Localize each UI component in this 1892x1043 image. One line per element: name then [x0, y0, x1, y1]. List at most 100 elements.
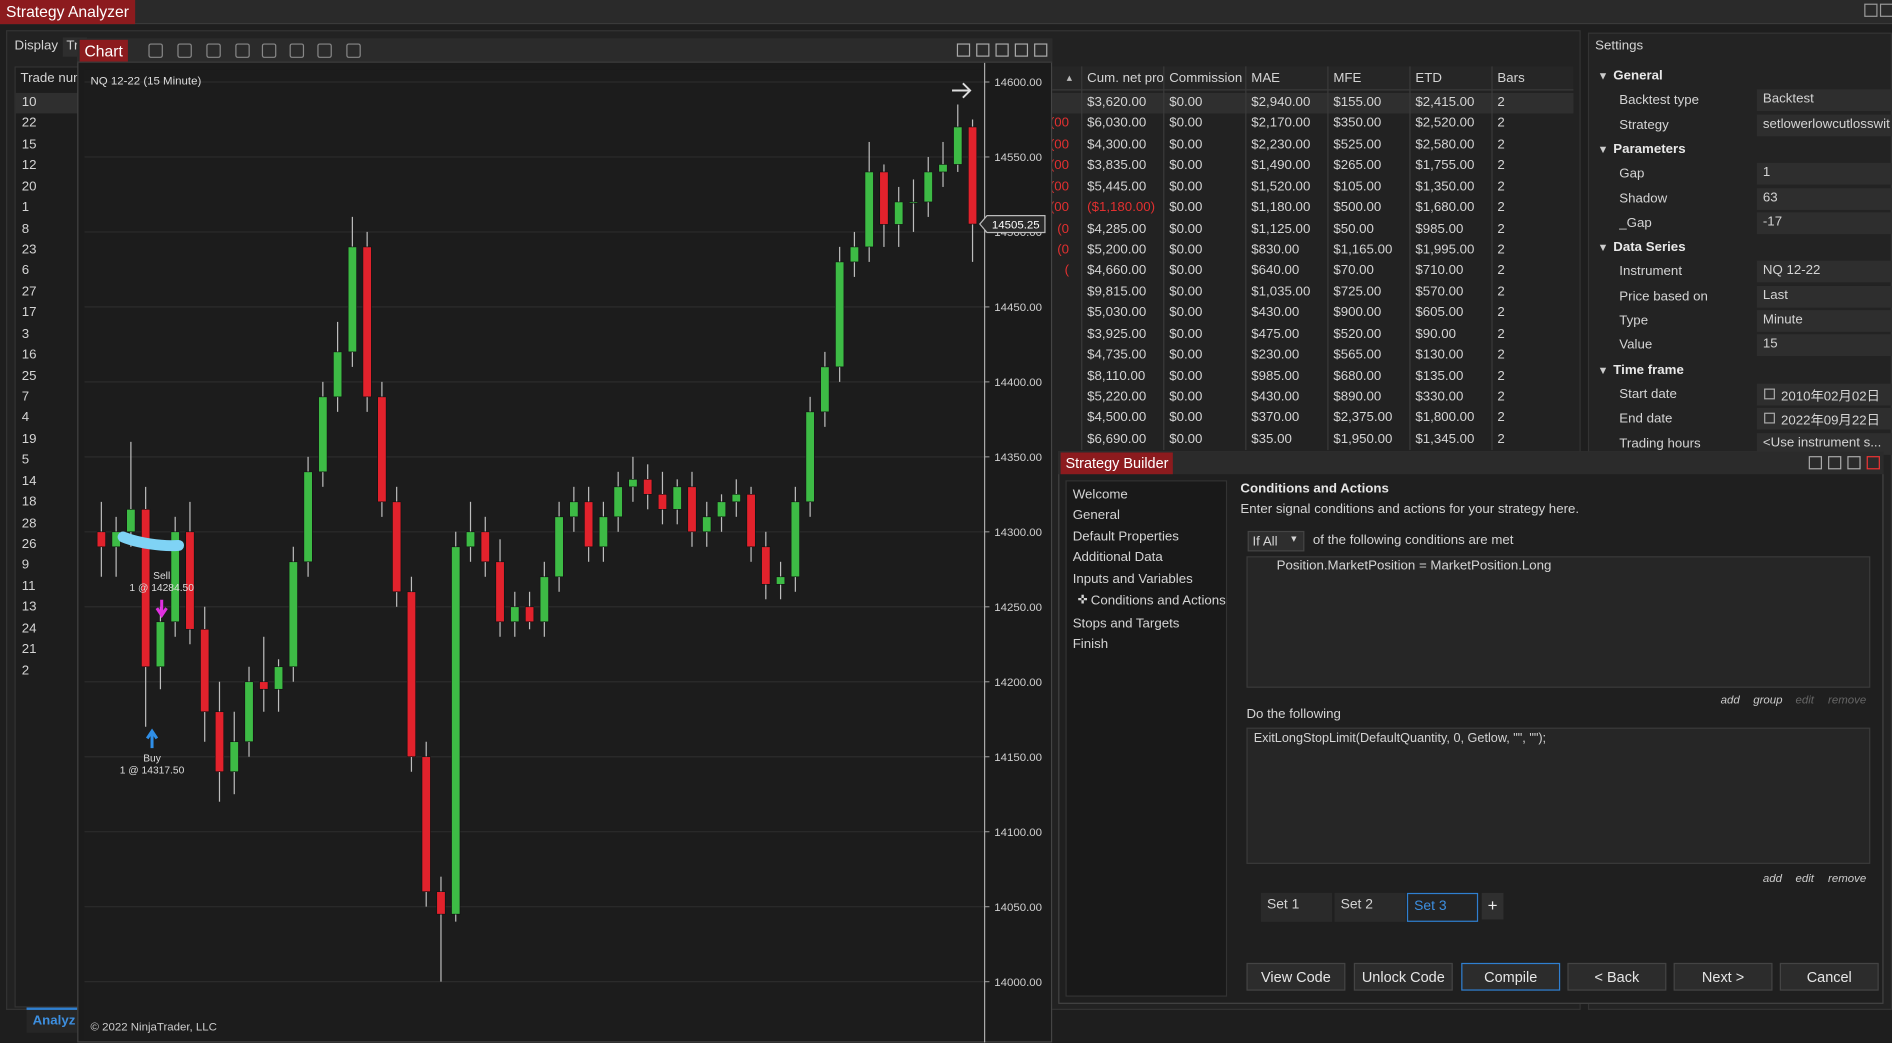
- set-tab[interactable]: Set 3: [1406, 892, 1479, 922]
- trade-number[interactable]: 23: [21, 242, 37, 258]
- window-button[interactable]: [1866, 456, 1880, 470]
- toolbar-button[interactable]: [235, 43, 250, 58]
- button[interactable]: < Back: [1567, 962, 1667, 991]
- window-button[interactable]: [1847, 456, 1861, 470]
- top-bar: [0, 0, 1892, 25]
- match-select[interactable]: If All: [1247, 530, 1305, 552]
- window-button[interactable]: [1808, 456, 1823, 470]
- trade-number[interactable]: 1: [21, 200, 30, 215]
- column-header[interactable]: Bars: [1497, 71, 1525, 86]
- setting-value[interactable]: Backtest: [1756, 89, 1892, 112]
- trade-number[interactable]: 9: [21, 558, 30, 573]
- trade-number[interactable]: 17: [21, 305, 37, 321]
- setting-value[interactable]: 15: [1756, 334, 1892, 357]
- setting-value[interactable]: 1: [1756, 163, 1892, 185]
- section-toggle[interactable]: ▼: [1597, 241, 1609, 254]
- setting-value[interactable]: 63: [1756, 187, 1892, 210]
- nav-item[interactable]: Welcome: [1072, 487, 1128, 502]
- setting-value[interactable]: NQ 12-22: [1756, 261, 1892, 283]
- bottom-tab[interactable]: Analyz: [26, 1007, 80, 1033]
- trade-number[interactable]: 19: [21, 431, 37, 447]
- toolbar-button[interactable]: [206, 43, 221, 58]
- nav-item[interactable]: Default Properties: [1072, 529, 1179, 545]
- condition-link[interactable]: add: [1720, 693, 1740, 708]
- add-set[interactable]: +: [1481, 892, 1504, 920]
- section-toggle[interactable]: ▼: [1597, 69, 1609, 83]
- button[interactable]: View Code: [1246, 962, 1346, 991]
- action-link[interactable]: add: [1762, 872, 1783, 886]
- section-toggle[interactable]: ▼: [1597, 143, 1609, 156]
- toolbar-button[interactable]: [261, 43, 277, 58]
- nav-item[interactable]: Additional Data: [1072, 550, 1163, 565]
- trade-number[interactable]: 24: [21, 621, 37, 636]
- condition[interactable]: Position.MarketPosition = MarketPosition…: [1276, 558, 1552, 574]
- setting-value[interactable]: <Use instrument s...: [1756, 432, 1892, 455]
- condition-link[interactable]: group: [1753, 693, 1783, 708]
- window-button[interactable]: [1034, 43, 1048, 57]
- trade-number[interactable]: 10: [21, 95, 37, 110]
- trade-number[interactable]: 20: [21, 179, 37, 194]
- action[interactable]: ExitLongStopLimit(DefaultQuantity, 0, Ge…: [1253, 731, 1547, 746]
- trade-number[interactable]: 22: [21, 116, 37, 131]
- column-header[interactable]: MFE: [1333, 71, 1362, 86]
- set-tab[interactable]: Set 1: [1260, 892, 1333, 922]
- trade-number[interactable]: 13: [21, 600, 37, 615]
- button[interactable]: Next >: [1673, 962, 1773, 991]
- trade-number[interactable]: 11: [21, 579, 36, 594]
- trade-number[interactable]: 21: [21, 642, 37, 657]
- trade-number[interactable]: 18: [21, 494, 37, 510]
- setting-value[interactable]: -17: [1756, 212, 1892, 234]
- setting-value[interactable]: 2022年09月22日: [1756, 408, 1892, 430]
- trade-number[interactable]: 27: [21, 284, 37, 300]
- toolbar-button[interactable]: [346, 43, 361, 58]
- trade-number[interactable]: 8: [21, 221, 30, 236]
- column-header[interactable]: Cum. net pro: [1087, 71, 1164, 86]
- nav-item[interactable]: Inputs and Variables: [1072, 571, 1193, 587]
- toolbar-button[interactable]: [289, 43, 305, 58]
- toolbar-button[interactable]: [317, 43, 332, 58]
- trade-number[interactable]: 6: [21, 263, 30, 279]
- nav-item[interactable]: Finish: [1072, 637, 1109, 652]
- section-toggle[interactable]: ▼: [1597, 363, 1609, 376]
- setting-value[interactable]: Last: [1756, 285, 1892, 308]
- setting-value[interactable]: Minute: [1756, 310, 1892, 332]
- trade-number[interactable]: 2: [21, 663, 30, 678]
- window-button[interactable]: [1014, 43, 1029, 57]
- button[interactable]: Unlock Code: [1353, 962, 1453, 991]
- window-button[interactable]: [976, 43, 990, 57]
- button[interactable]: Compile: [1461, 962, 1561, 991]
- toolbar-button[interactable]: [148, 43, 163, 58]
- trade-number[interactable]: 15: [21, 137, 37, 152]
- window-button[interactable]: [1879, 3, 1892, 17]
- button[interactable]: Cancel: [1779, 962, 1879, 991]
- window-button[interactable]: [1864, 3, 1878, 17]
- trade-number[interactable]: 7: [21, 389, 30, 405]
- action-link[interactable]: edit: [1795, 872, 1814, 886]
- column-header[interactable]: MAE: [1251, 71, 1281, 86]
- column-header[interactable]: ETD: [1415, 71, 1442, 86]
- trade-number[interactable]: 25: [21, 368, 37, 384]
- trade-number[interactable]: 26: [21, 536, 37, 552]
- trade-number[interactable]: 5: [21, 452, 30, 468]
- setting-value[interactable]: 2010年02月02日: [1756, 383, 1892, 406]
- trade-number[interactable]: 16: [21, 347, 37, 363]
- window-button[interactable]: [956, 43, 971, 57]
- set-tab[interactable]: Set 2: [1334, 892, 1406, 922]
- chart-tab[interactable]: Chart: [79, 39, 128, 62]
- trade-number[interactable]: 3: [21, 326, 30, 342]
- window-button[interactable]: [995, 43, 1009, 57]
- builder-tab[interactable]: Strategy Builder: [1060, 452, 1174, 475]
- table-cell: $5,200.00: [1087, 242, 1147, 258]
- window-button[interactable]: [1828, 456, 1842, 470]
- trade-number[interactable]: 28: [21, 515, 37, 531]
- toolbar-button[interactable]: [177, 43, 192, 58]
- trade-number[interactable]: 4: [21, 410, 30, 426]
- trade-number[interactable]: 12: [21, 158, 37, 173]
- setting-value[interactable]: setlowerlowcutlosswit: [1756, 114, 1892, 136]
- nav-item[interactable]: Conditions and Actions: [1090, 593, 1226, 609]
- trade-number[interactable]: 14: [21, 473, 37, 489]
- column-header[interactable]: Commission: [1169, 71, 1243, 86]
- nav-item[interactable]: General: [1072, 507, 1120, 523]
- action-link[interactable]: remove: [1828, 872, 1867, 886]
- nav-item[interactable]: Stops and Targets: [1072, 616, 1180, 632]
